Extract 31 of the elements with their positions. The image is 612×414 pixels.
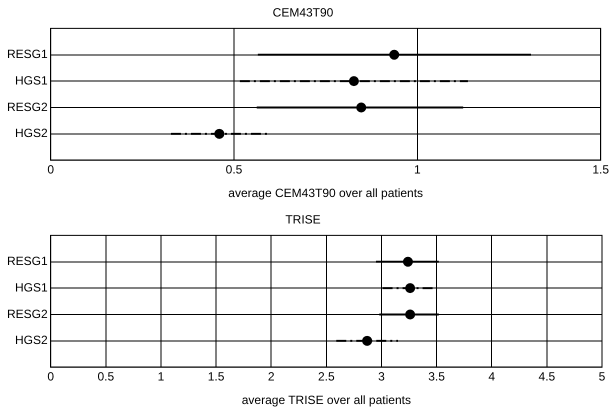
x-tick-label: 2 [268,370,275,384]
y-tick-label: HGS2 [14,126,48,140]
x-tick-label: 0 [47,162,54,177]
x-tick-label: 3.5 [428,370,446,384]
x-tick-label: 5 [598,370,606,384]
x-tick-label: 1.5 [592,162,610,177]
x-tick-label: 1.5 [208,370,225,384]
point [389,50,400,60]
y-tick-label: RESG2 [6,100,48,114]
y-tick-label: HGS1 [14,280,48,294]
x-tick-label: 1 [158,370,165,384]
chart-title: TRISE [285,212,321,227]
x-tick-label: 3 [378,370,386,384]
x-axis-title: average CEM43T90 over all patients [228,186,424,200]
x-tick-label: 1 [414,162,421,177]
y-tick-label: RESG1 [6,254,48,268]
x-tick-label: 4 [488,370,496,384]
point [348,76,359,86]
chart-title: CEM43T90 [272,6,334,20]
point [214,128,224,139]
x-tick-label: 4.5 [538,370,556,384]
y-tick-label: HGS1 [14,73,48,88]
x-axis-title: average TRISE over all patients [242,393,411,408]
x-tick-label: 2.5 [318,370,336,384]
y-tick-label: HGS2 [14,333,48,348]
x-tick-label: 0.5 [226,162,243,177]
y-tick-label: RESG1 [6,47,48,62]
x-tick-label: 0.5 [97,370,114,384]
point [356,102,366,112]
y-tick-label: RESG2 [6,306,48,321]
x-tick-label: 0 [47,370,54,384]
